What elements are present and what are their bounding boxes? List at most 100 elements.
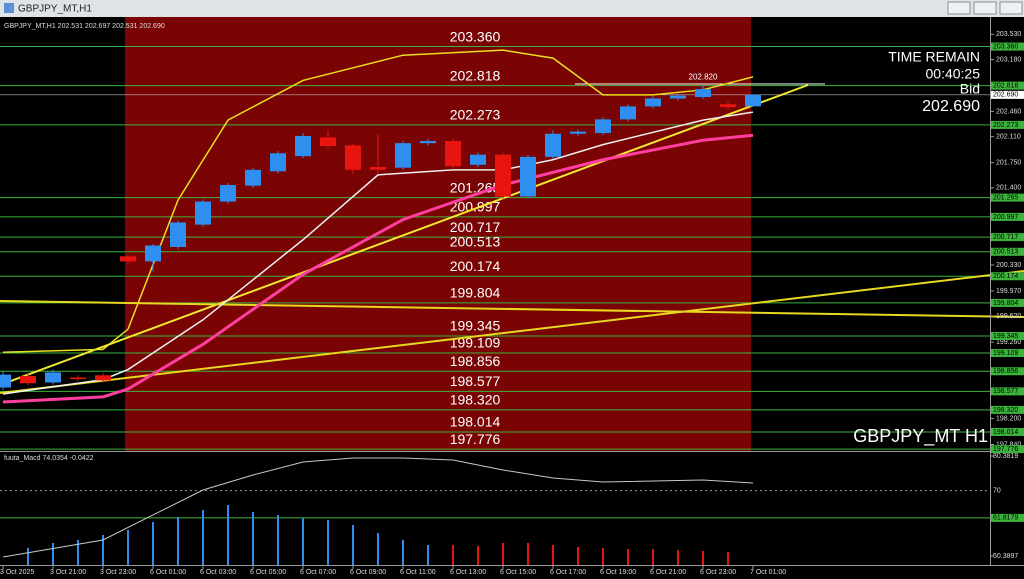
level-label: 198.856 <box>450 353 501 369</box>
window-icon <box>4 3 14 13</box>
y-tick-label: 203.530 <box>996 31 1021 38</box>
trend-line <box>0 300 1024 318</box>
moving-average <box>2 111 754 395</box>
level-tag <box>991 212 1024 221</box>
macd-line <box>2 457 754 558</box>
level-label: 199.345 <box>450 318 501 334</box>
candle-body <box>645 98 661 107</box>
level-tag-label: 61.8179 <box>993 515 1018 522</box>
candle-body <box>270 153 286 172</box>
candles-layer <box>0 85 761 390</box>
level-label: 202.273 <box>450 107 501 123</box>
level-label: 198.320 <box>450 392 501 408</box>
level-tag <box>991 427 1024 436</box>
candle-body <box>570 131 586 134</box>
level-tag-label: 202.273 <box>993 122 1018 129</box>
candle-body <box>20 376 36 384</box>
close-button[interactable] <box>999 1 1023 15</box>
trend-line <box>0 270 1024 394</box>
level-tag <box>991 513 1024 522</box>
x-tick-label: 6 Oct 15:00 <box>500 569 536 576</box>
symbol-label: GBPJPY_MT H1 <box>853 426 988 447</box>
macd-bar <box>252 512 254 565</box>
candle-body <box>295 135 311 157</box>
level-tag <box>991 349 1024 358</box>
level-tag <box>991 332 1024 341</box>
macd-bar <box>402 539 404 565</box>
x-tick-label: 6 Oct 19:00 <box>600 569 636 576</box>
candle-body <box>520 156 536 197</box>
candle-body <box>395 143 411 168</box>
x-tick-label: 6 Oct 03:00 <box>200 569 236 576</box>
level-tag-label: 198.014 <box>993 429 1018 436</box>
x-tick-label: 6 Oct 13:00 <box>450 569 486 576</box>
minimize-button[interactable] <box>947 1 971 15</box>
candle-body <box>495 154 511 197</box>
candle-body <box>0 374 11 388</box>
macd-bar <box>702 550 704 565</box>
chart-header: GBPJPY_MT,H1 202.531 202.697 202.531 202… <box>4 23 165 30</box>
macd-bar <box>352 525 354 565</box>
y-tick-label: 201.750 <box>996 159 1021 166</box>
macd-bar <box>527 542 529 565</box>
level-tag-label: 199.345 <box>993 333 1018 340</box>
x-tick-label: 6 Oct 05:00 <box>250 569 286 576</box>
price-tag-label: 202.690 <box>993 92 1018 99</box>
restore-button[interactable] <box>973 1 997 15</box>
candle-body <box>470 154 486 165</box>
level-tag-label: 202.818 <box>993 82 1018 89</box>
candle-body <box>445 141 461 167</box>
overlays-layer <box>2 49 754 404</box>
level-tag <box>991 193 1024 202</box>
macd-bar <box>377 533 379 565</box>
level-tag <box>991 120 1024 129</box>
highlight-zone <box>125 17 751 451</box>
x-tick-label: 6 Oct 23:00 <box>700 569 736 576</box>
candle-body <box>245 169 261 186</box>
high-marker-label: 202.820 <box>689 73 718 82</box>
macd-bar <box>602 547 604 565</box>
macd-bar <box>177 517 179 565</box>
x-tick-label: 3 Oct 21:00 <box>50 569 86 576</box>
level-tag <box>991 233 1024 242</box>
timer-time: 00:40:25 <box>926 66 981 82</box>
bid-value: 202.690 <box>922 98 980 115</box>
level-tag-label: 200.997 <box>993 214 1018 221</box>
macd-bar <box>502 542 504 565</box>
y-tick-label: 202.460 <box>996 108 1021 115</box>
candle-body <box>320 137 336 147</box>
level-tag-label: 198.320 <box>993 407 1018 414</box>
macd-bar <box>277 515 279 565</box>
macd-bar <box>452 544 454 565</box>
level-label: 200.717 <box>450 219 501 235</box>
x-tick-label: 7 Oct 01:00 <box>750 569 786 576</box>
y-tick-label: 70 <box>993 487 1001 494</box>
candle-body <box>545 133 561 157</box>
macd-bar <box>127 529 129 565</box>
macd-bar <box>627 548 629 565</box>
x-tick-label: 3 Oct 23:00 <box>100 569 136 576</box>
macd-bar <box>327 520 329 565</box>
macd-bar <box>477 545 479 565</box>
candle-body <box>95 375 111 381</box>
level-label: 198.014 <box>450 414 501 430</box>
level-tag-label: 201.265 <box>993 194 1018 201</box>
level-tag-label: 198.856 <box>993 368 1018 375</box>
level-label: 200.174 <box>450 258 501 274</box>
level-tag-label: 199.804 <box>993 300 1018 307</box>
y-tick-label: 50.3897 <box>993 553 1018 560</box>
level-tag-label: 200.717 <box>993 234 1018 241</box>
candle-body <box>670 95 686 99</box>
axis-layer: 203.530 203.180 202.460 202.110 201.750 201.4… <box>0 31 1024 576</box>
level-tag <box>991 247 1024 256</box>
level-tag <box>991 445 1024 454</box>
level-tag <box>991 405 1024 414</box>
macd-bar <box>427 544 429 565</box>
macd-bar <box>27 547 29 565</box>
x-tick-label: 6 Oct 01:00 <box>150 569 186 576</box>
candle-body <box>370 166 386 170</box>
level-tag-label: 200.513 <box>993 249 1018 256</box>
level-label: 202.818 <box>450 67 501 83</box>
y-tick-label: 199.260 <box>996 339 1021 346</box>
